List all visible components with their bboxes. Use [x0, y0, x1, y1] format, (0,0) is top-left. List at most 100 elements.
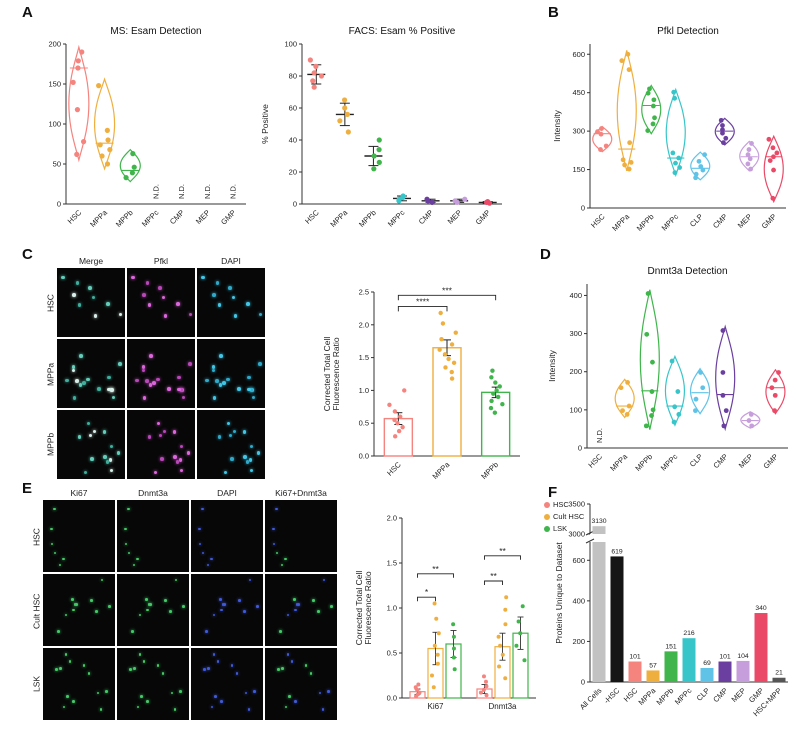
cell-dot — [317, 610, 320, 613]
data-point — [772, 408, 777, 414]
data-point — [488, 405, 494, 411]
x-tick-label: HSC — [586, 452, 604, 470]
micro-image-lsk-ki67 — [43, 648, 115, 720]
cell-dot — [211, 365, 216, 369]
data-point — [451, 622, 456, 627]
cell-dot — [173, 708, 177, 711]
data-point — [649, 389, 655, 394]
cell-dot — [100, 578, 104, 582]
cell-dot — [212, 653, 216, 656]
data-point — [342, 105, 348, 111]
cell-dot — [247, 375, 251, 380]
cell-dot — [232, 429, 237, 434]
y-tick-label: 300 — [572, 127, 585, 136]
data-point — [598, 147, 603, 152]
cell-dot — [71, 598, 74, 601]
cell-dot — [188, 362, 192, 366]
cell-dot — [158, 286, 162, 290]
cell-dot — [163, 314, 167, 318]
cell-dot — [228, 433, 233, 438]
sig-bracket — [484, 555, 521, 560]
cell-dot — [248, 578, 252, 582]
data-point — [698, 370, 703, 375]
data-point — [772, 392, 778, 398]
cell-dot — [169, 610, 172, 613]
cell-dot — [109, 444, 114, 449]
data-point — [723, 135, 729, 141]
cell-dot — [96, 691, 99, 695]
cell-dot — [161, 295, 166, 300]
cell-dot — [258, 362, 262, 366]
bar — [754, 613, 768, 682]
cell-dot — [281, 667, 284, 670]
data-point — [462, 196, 468, 202]
cell-dot — [179, 690, 182, 693]
cell-dot — [87, 672, 91, 675]
panel-label-b: B — [548, 4, 559, 21]
data-point — [652, 115, 657, 121]
x-tick-label: CMP — [711, 452, 729, 470]
data-point — [442, 352, 448, 357]
cell-dot — [75, 379, 79, 383]
group-label: Ki67 — [427, 702, 444, 711]
data-point — [693, 396, 699, 402]
cell-dot — [216, 660, 220, 663]
cell-dot — [161, 672, 165, 675]
cell-dot — [295, 603, 299, 606]
cell-dot — [247, 708, 251, 711]
cell-dot — [220, 700, 223, 703]
cell-dot — [135, 378, 139, 383]
y-axis-label: Corrected Total Cell — [354, 571, 364, 646]
data-point — [392, 434, 398, 439]
y-tick-label: 0.0 — [359, 452, 369, 461]
axis-break-mark — [585, 538, 595, 544]
data-point — [432, 643, 437, 648]
data-point — [387, 402, 392, 408]
x-tick-label: CMP — [711, 686, 729, 704]
x-tick-label: MPPa — [431, 459, 452, 480]
data-point — [449, 376, 455, 381]
bar-value-label: 21 — [775, 670, 783, 677]
data-point — [649, 413, 654, 418]
cell-dot — [198, 527, 201, 531]
data-point — [431, 685, 436, 690]
violin-shape — [68, 44, 90, 163]
cell-dot — [145, 379, 149, 383]
cell-dot — [72, 700, 75, 703]
micro-col-header-ki67: Ki67 — [70, 488, 88, 498]
data-point — [371, 153, 377, 159]
cell-dot — [147, 435, 152, 439]
cell-dot — [83, 470, 88, 475]
cell-dot — [280, 563, 284, 567]
chart-title: MS: Esam Detection — [110, 26, 201, 37]
data-point — [438, 310, 443, 316]
cell-dot — [179, 388, 184, 392]
violin-shape — [641, 84, 662, 135]
data-point — [313, 63, 319, 69]
x-tick-label: MPPc — [660, 212, 681, 233]
micro-image-lsk-dnmt3a — [117, 648, 189, 720]
data-point — [747, 156, 753, 162]
data-point — [720, 130, 725, 136]
data-point — [497, 664, 502, 669]
cell-dot — [226, 421, 231, 426]
data-point — [489, 375, 494, 380]
cell-dot — [88, 286, 92, 290]
data-point — [516, 619, 521, 624]
micro-col-header-merge: Merge — [78, 256, 104, 266]
data-point — [625, 51, 631, 57]
micro-row-label-hsc: HSC — [45, 294, 56, 313]
cell-dot — [246, 302, 250, 306]
cell-dot — [245, 460, 250, 464]
cell-dot — [82, 381, 86, 385]
data-point — [402, 388, 407, 393]
data-point — [626, 403, 632, 409]
data-point — [434, 616, 439, 621]
cell-dot — [97, 387, 101, 391]
cell-dot — [65, 378, 69, 383]
cell-dot — [102, 430, 106, 434]
cell-dot — [91, 295, 96, 300]
nd-label: N.D. — [152, 184, 161, 199]
cell-dot — [58, 563, 62, 567]
